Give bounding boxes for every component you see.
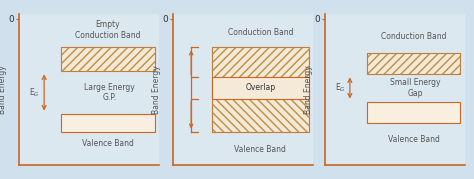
Text: Conduction Band: Conduction Band (228, 28, 293, 37)
Bar (367, 53, 460, 74)
Text: Valence Band: Valence Band (82, 139, 134, 148)
Text: Conduction Band: Conduction Band (381, 32, 446, 41)
Bar (212, 86, 309, 132)
Y-axis label: Band Energy: Band Energy (304, 65, 313, 114)
Text: Empty
Conduction Band: Empty Conduction Band (75, 20, 140, 40)
Bar (367, 101, 460, 123)
Text: Overlap: Overlap (246, 83, 275, 93)
Text: Valence Band: Valence Band (388, 135, 439, 144)
Bar (212, 47, 309, 86)
Bar (212, 86, 309, 132)
Bar (61, 47, 155, 71)
Bar (61, 47, 155, 71)
Y-axis label: Band Energy: Band Energy (0, 65, 7, 114)
Y-axis label: Band Energy: Band Energy (152, 65, 161, 114)
Text: Large Energy
G.P.: Large Energy G.P. (84, 83, 135, 102)
Bar (212, 78, 309, 98)
Text: E$_G$: E$_G$ (335, 82, 346, 94)
Text: E$_G$: E$_G$ (29, 86, 40, 99)
Bar (367, 53, 460, 74)
Bar (61, 113, 155, 132)
Text: Valence Band: Valence Band (235, 145, 286, 154)
Text: Small Energy
Gap: Small Energy Gap (390, 78, 441, 98)
Bar (212, 47, 309, 86)
